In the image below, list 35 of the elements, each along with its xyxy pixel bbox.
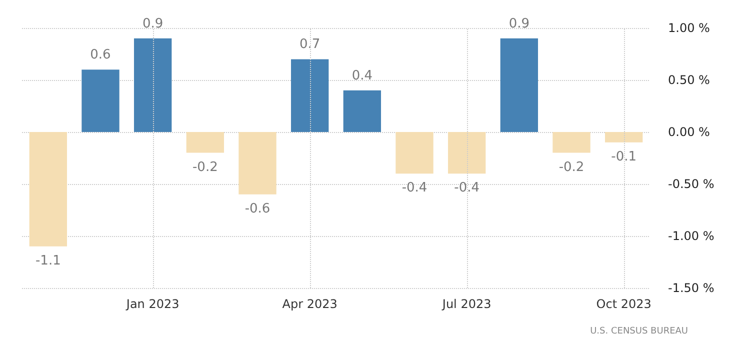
data-label: 0.9 <box>508 16 530 32</box>
data-label: -1.1 <box>35 253 61 268</box>
bar <box>552 132 590 153</box>
bar <box>343 90 382 132</box>
bar <box>500 38 538 132</box>
text: U.S. CENSUS BUREAU <box>590 326 688 336</box>
data-label: 0.9 <box>142 16 164 32</box>
data-label: -0.2 <box>558 160 584 175</box>
bar <box>448 132 486 174</box>
bar <box>186 132 224 153</box>
x-tick-label: Jul 2023 <box>441 297 492 311</box>
x-tick-label: Oct 2023 <box>596 297 652 311</box>
data-label: -0.4 <box>402 180 428 196</box>
bar <box>290 59 329 132</box>
y-tick-label: 0.00 % <box>668 125 710 139</box>
y-tick-label: -1.00 % <box>668 229 714 243</box>
data-label: -0.6 <box>244 201 270 216</box>
data-label: 0.7 <box>299 37 320 52</box>
bar <box>604 132 643 142</box>
bar <box>134 38 172 132</box>
y-tick-label: 1.00 % <box>668 21 710 35</box>
data-label: 0.6 <box>90 48 111 63</box>
data-label: -0.4 <box>454 180 480 196</box>
data-label: -0.1 <box>611 149 637 164</box>
bar <box>396 132 434 174</box>
bar <box>29 132 68 246</box>
bar <box>82 70 120 132</box>
x-tick-label: Apr 2023 <box>282 297 338 311</box>
bar <box>238 132 276 194</box>
x-tick-label: Jan 2023 <box>125 297 180 311</box>
data-label: 0.4 <box>352 68 373 84</box>
data-label: -0.2 <box>192 160 218 175</box>
y-tick-label: -0.50 % <box>668 177 714 191</box>
y-tick-label: 0.50 % <box>668 73 710 87</box>
y-tick-label: -1.50 % <box>668 281 714 295</box>
